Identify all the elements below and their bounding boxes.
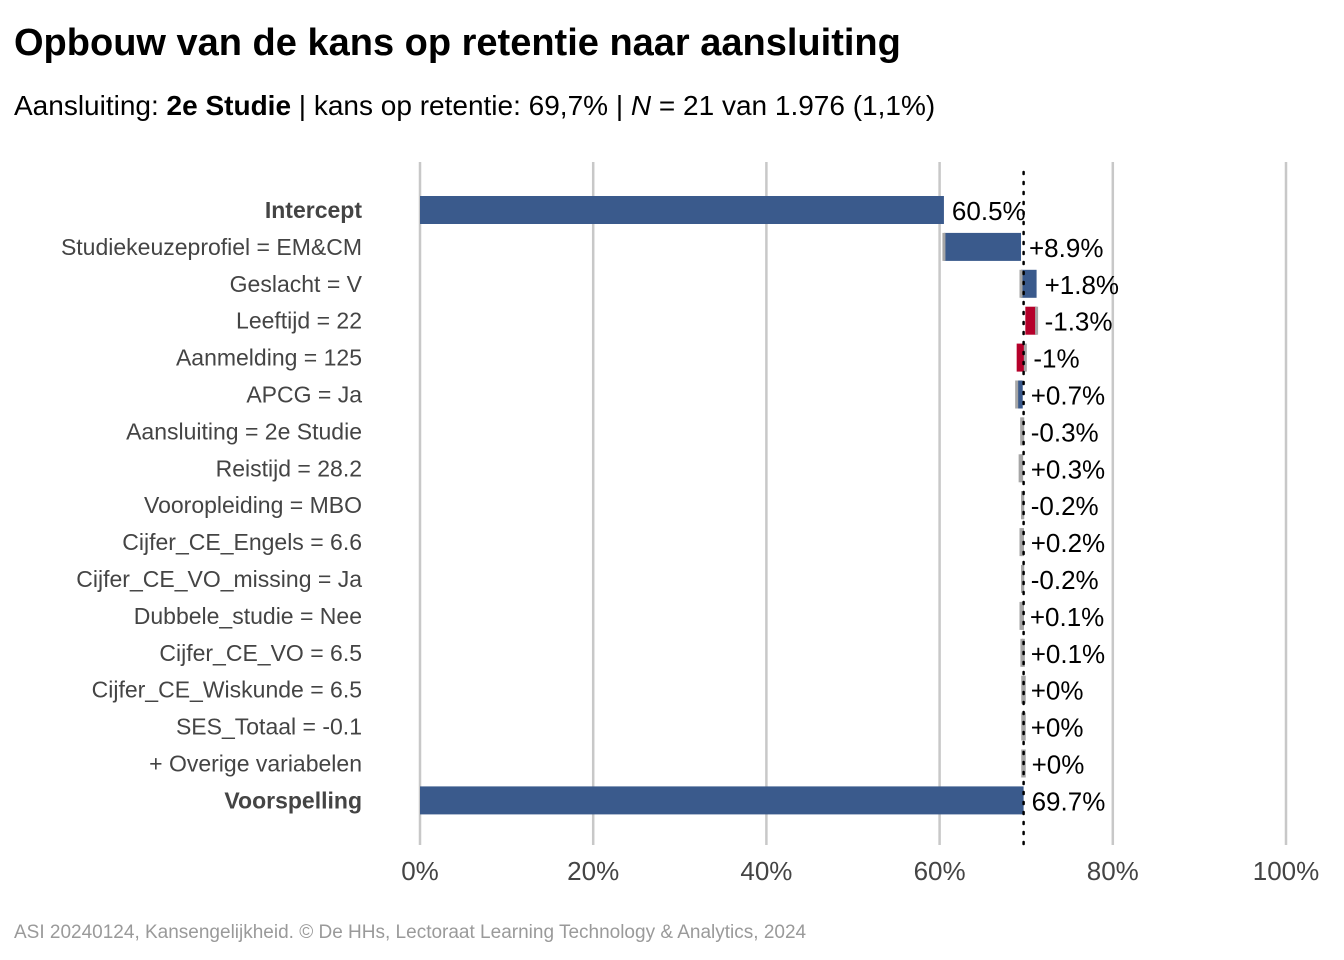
chart-subtitle: Aansluiting: 2e Studie | kans op retenti…: [14, 90, 935, 122]
row-label: Leeftijd = 22: [236, 308, 362, 334]
value-label: +0.3%: [1031, 454, 1105, 484]
grid-lines: [418, 162, 1288, 845]
row-label: APCG = Ja: [246, 382, 362, 408]
bar-connector-7: [1018, 454, 1022, 483]
row-label: Cijfer_CE_VO_missing = Ja: [76, 566, 362, 592]
bar-connector-12: [1020, 638, 1024, 667]
x-tick-label: 40%: [740, 856, 792, 886]
x-axis-ticks: 0% 20% 40% 60% 80% 100%: [401, 856, 1319, 886]
value-label: 69.7%: [1032, 786, 1106, 816]
bar-5: [1016, 380, 1023, 409]
bar-1: [943, 232, 1022, 261]
row-label: Cijfer_CE_Wiskunde = 6.5: [92, 677, 362, 703]
row-label: Studiekeuzeprofiel = EM&CM: [61, 234, 362, 260]
row-label: Cijfer_CE_VO = 6.5: [159, 640, 362, 666]
bar-0: [420, 196, 944, 224]
value-label: -1.3%: [1045, 307, 1113, 337]
value-label: +0%: [1031, 713, 1084, 743]
value-labels: 60.5%+8.9% +1.8% -1.3% -1% +0.7% -0.3% +0.3% -0…: [952, 196, 1119, 816]
value-label: -1%: [1033, 344, 1079, 374]
bar-connector-1: [942, 232, 946, 261]
caption: ASI 20240124, Kansengelijkheid. © De HHs…: [14, 922, 807, 943]
bar-connector-10: [1021, 565, 1025, 593]
row-labels: Intercept Studiekeuzeprofiel = EM&CM Gesla…: [61, 197, 363, 813]
value-label: +0.2%: [1031, 528, 1105, 558]
value-label: +1.8%: [1045, 270, 1119, 300]
x-tick-label: 20%: [567, 856, 619, 886]
row-label: Geslacht = V: [230, 271, 363, 297]
subtitle-n-symbol: N: [630, 90, 652, 121]
row-label: Reistijd = 28.2: [216, 455, 362, 481]
bar-connector-13: [1021, 675, 1025, 704]
value-label: -0.2%: [1031, 491, 1099, 521]
value-label: +0%: [1031, 676, 1084, 706]
row-label: Aanmelding = 125: [176, 345, 362, 371]
bar-connector-5: [1015, 380, 1019, 409]
row-label: Dubbele_studie = Nee: [134, 603, 362, 629]
bar-connector-3: [1035, 306, 1039, 335]
x-tick-label: 60%: [914, 856, 966, 886]
bar-connector-14: [1021, 712, 1025, 741]
bar-connector-11: [1019, 601, 1023, 630]
subtitle-suffix: = 21 van 1.976 (1,1%): [651, 90, 936, 121]
x-tick-label: 80%: [1087, 856, 1139, 886]
value-label: +0.1%: [1030, 602, 1104, 632]
row-label: Aansluiting = 2e Studie: [126, 418, 362, 444]
chart-title: Opbouw van de kans op retentie naar aans…: [14, 22, 901, 64]
row-label: SES_Totaal = -0.1: [176, 714, 362, 740]
row-label: Vooropleiding = MBO: [144, 492, 362, 518]
bar-connector-2: [1019, 269, 1023, 298]
value-label: -0.3%: [1031, 417, 1099, 447]
row-label: Voorspelling: [224, 787, 362, 813]
x-tick-label: 0%: [401, 856, 439, 886]
bar-connector-8: [1021, 491, 1025, 520]
subtitle-prefix: Aansluiting:: [14, 90, 167, 121]
row-label: Intercept: [265, 197, 362, 223]
bar-connector-4: [1023, 343, 1027, 372]
row-label: Cijfer_CE_Engels = 6.6: [122, 529, 362, 555]
bar-2: [1021, 269, 1037, 298]
bar-16: [420, 786, 1024, 815]
value-label: +0.1%: [1031, 639, 1105, 669]
bar-4: [1016, 343, 1026, 372]
x-tick-label: 100%: [1253, 856, 1320, 886]
value-label: +0.7%: [1031, 381, 1105, 411]
bar-connector-9: [1019, 528, 1023, 557]
value-label: +8.9%: [1029, 233, 1103, 263]
value-label: 60.5%: [952, 196, 1026, 226]
value-label: -0.2%: [1031, 565, 1099, 595]
row-label: + Overige variabelen: [149, 751, 362, 777]
bar-3: [1025, 306, 1037, 335]
subtitle-group: 2e Studie: [166, 90, 292, 121]
value-label: +0%: [1032, 750, 1085, 780]
subtitle-mid: | kans op retentie: 69,7% |: [291, 90, 631, 121]
bars: [420, 196, 1039, 815]
